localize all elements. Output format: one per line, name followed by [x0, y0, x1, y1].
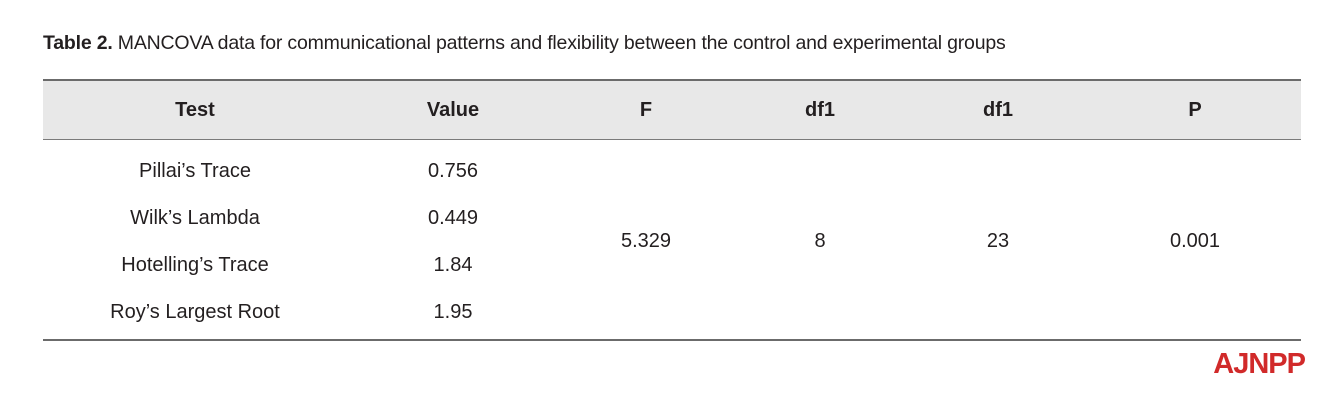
header-df1-a: df1: [805, 99, 835, 121]
table-caption-label: Table 2.: [43, 32, 113, 54]
test-value-roy: 1.95: [433, 301, 473, 323]
table-header-row: Test Value F df1 df1 P: [43, 81, 1301, 140]
test-name-pillai: Pillai’s Trace: [139, 160, 251, 182]
shared-df1-b-value: 23: [986, 230, 1010, 252]
table-caption: Table 2. MANCOVA data for communicationa…: [43, 30, 1006, 56]
header-f: F: [639, 99, 653, 121]
test-value-hotelling: 1.84: [433, 254, 473, 276]
header-p: P: [1188, 99, 1202, 121]
test-name-roy: Roy’s Largest Root: [110, 301, 280, 323]
header-value: Value: [426, 99, 480, 121]
header-test: Test: [175, 99, 215, 121]
header-df1-b: df1: [983, 99, 1013, 121]
table-body: Pillai’s Trace 0.756 Wilk’s Lambda 0.449…: [43, 140, 1301, 341]
test-value-wilks: 0.449: [427, 207, 479, 229]
shared-f-value: 5.329: [620, 230, 672, 252]
table-top-rule: [43, 79, 1301, 81]
table-caption-text: MANCOVA data for communicational pattern…: [117, 32, 1006, 54]
shared-df1-a-value: 8: [814, 230, 826, 252]
shared-p-value: 0.001: [1169, 230, 1221, 252]
test-name-hotelling: Hotelling’s Trace: [121, 254, 269, 276]
test-value-pillai: 0.756: [427, 160, 479, 182]
test-name-wilks: Wilk’s Lambda: [130, 207, 260, 229]
mancova-table: Test Value F df1 df1 P Pillai’s Trace 0.…: [43, 79, 1301, 341]
journal-logo: AJNPP: [1213, 348, 1306, 380]
